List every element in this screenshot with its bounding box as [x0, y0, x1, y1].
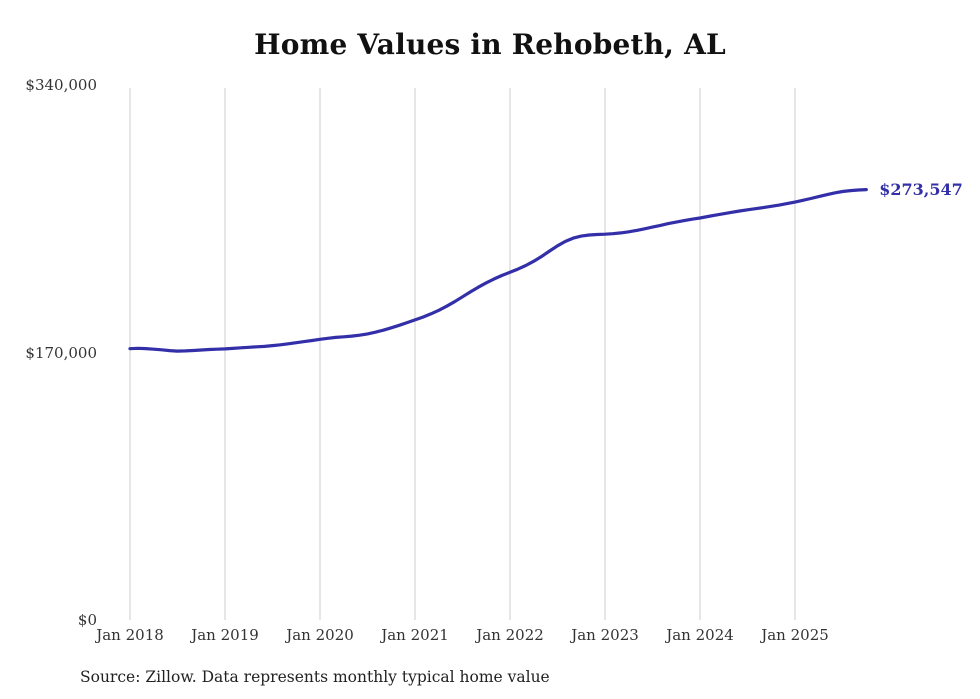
- x-tick-label: Jan 2025: [761, 626, 829, 644]
- x-tick-label: Jan 2019: [191, 626, 259, 644]
- y-tick-label: $0: [77, 611, 97, 629]
- x-tick-label: Jan 2023: [571, 626, 639, 644]
- chart-title: Home Values in Rehobeth, AL: [254, 28, 726, 61]
- x-tick-label: Jan 2022: [476, 626, 544, 644]
- source-note: Source: Zillow. Data represents monthly …: [80, 668, 550, 686]
- value-line: [128, 188, 868, 353]
- x-tick-label: Jan 2024: [666, 626, 734, 644]
- x-tick-label: Jan 2018: [96, 626, 164, 644]
- y-tick-label: $170,000: [25, 343, 97, 362]
- y-tick-label: $340,000: [25, 76, 97, 94]
- x-tick-label: Jan 2021: [381, 626, 449, 644]
- x-tick-label: Jan 2020: [286, 626, 354, 644]
- current-value-label: $273,547: [879, 179, 963, 199]
